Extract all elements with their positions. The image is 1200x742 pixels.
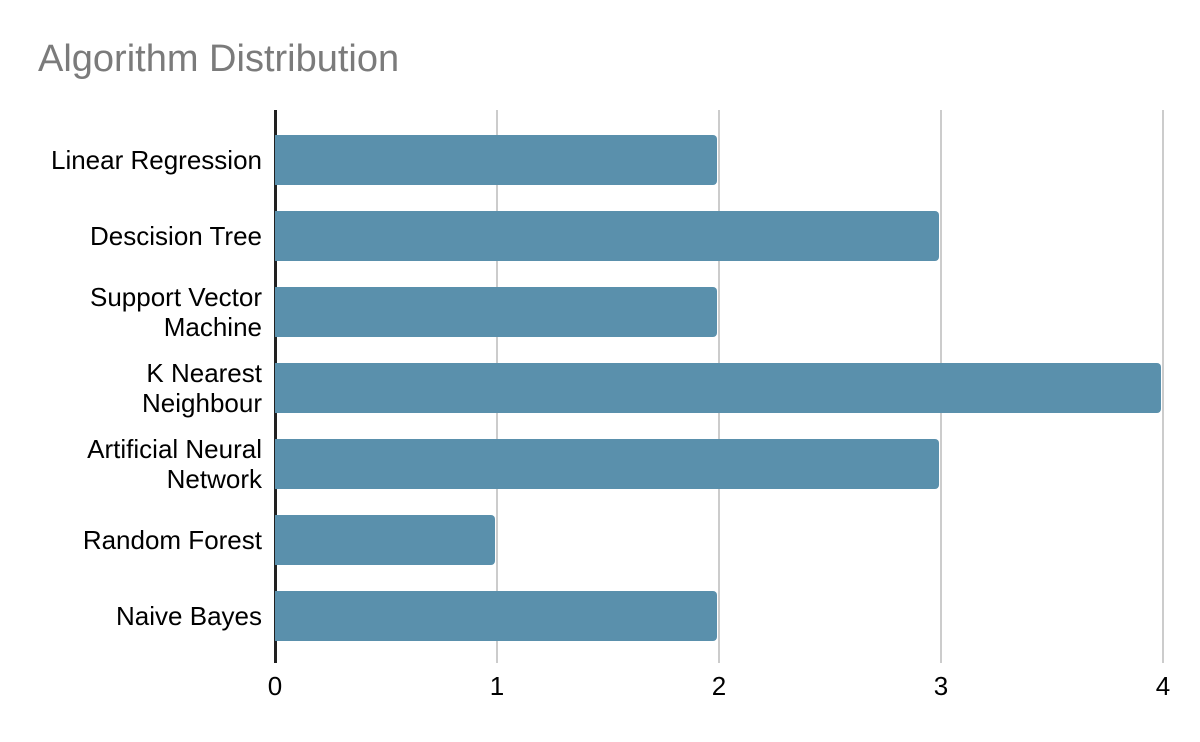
category-label-naive-bayes: Naive Bayes: [116, 601, 262, 631]
bar-k-nearest-neighbour: [275, 363, 1161, 413]
bar-linear-regression: [275, 135, 717, 185]
bar-artificial-neural-network: [275, 439, 939, 489]
bar-naive-bayes: [275, 591, 717, 641]
x-tick-label-1: 1: [489, 671, 505, 701]
bar-support-vector-machine: [275, 287, 717, 337]
bar-descision-tree: [275, 211, 939, 261]
plot-area: [274, 110, 1164, 663]
x-tick-label-4: 4: [1155, 671, 1171, 701]
gridline-4: [1162, 110, 1164, 663]
category-label-random-forest: Random Forest: [82, 525, 262, 555]
bar-random-forest: [275, 515, 495, 565]
category-label-descision-tree: Descision Tree: [90, 221, 262, 251]
chart-title: Algorithm Distribution: [38, 38, 400, 80]
x-tick-label-0: 0: [267, 671, 283, 701]
category-label-linear-regression: Linear Regression: [50, 145, 262, 175]
category-label-k-nearest-neighbour: K Nearest Neighbour: [142, 358, 262, 418]
category-label-support-vector-machine: Support Vector Machine: [90, 282, 262, 342]
x-tick-label-3: 3: [933, 671, 949, 701]
x-tick-label-2: 2: [711, 671, 727, 701]
category-label-artificial-neural-network: Artificial Neural Network: [87, 434, 262, 494]
